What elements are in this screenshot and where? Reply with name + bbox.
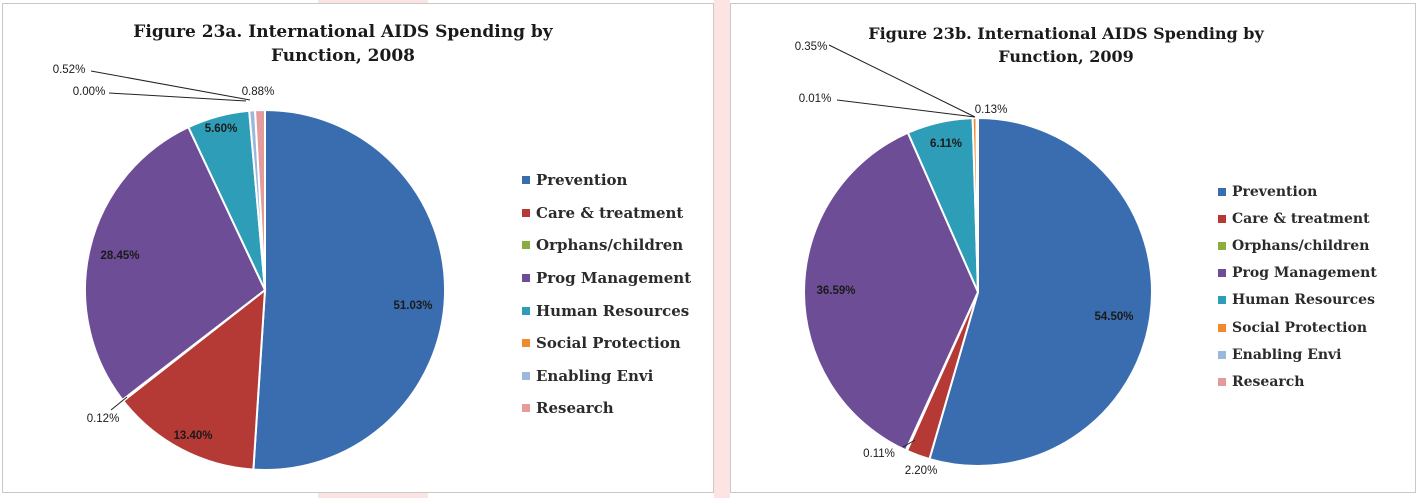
pie-slice-research: [253, 108, 266, 291]
legend-swatch: [1218, 187, 1226, 196]
data-label-orphans-children: 0.11%: [863, 448, 895, 460]
data-label-enabling-envi: 0.52%: [53, 64, 86, 76]
legend-item-enabling-envi: Enabling Envi: [522, 360, 691, 393]
legend-item-care-and-treatment: Care & treatment: [522, 197, 691, 230]
legend-item-human-resources: Human Resources: [1218, 287, 1377, 314]
legend-label: Social Protection: [536, 334, 681, 353]
chart-title: Figure 23b. International AIDS Spending …: [826, 22, 1306, 68]
legend-swatch: [1218, 269, 1226, 278]
pie-slice-care-and-treatment: [121, 287, 267, 471]
legend-label: Human Resources: [1232, 292, 1375, 309]
legend-swatch: [1218, 241, 1226, 250]
chart-title: Figure 23a. International AIDS Spending …: [108, 20, 578, 68]
legend-label: Care & treatment: [1232, 210, 1370, 227]
leader-line-social-protection: [828, 44, 976, 118]
legend-item-prevention: Prevention: [1218, 178, 1377, 205]
data-label-care-and-treatment: 2.20%: [905, 465, 938, 477]
legend-item-social-protection: Social Protection: [522, 327, 691, 360]
legend-swatch: [1218, 296, 1226, 305]
legend-item-care-and-treatment: Care & treatment: [1218, 205, 1377, 232]
legend-swatch: [522, 176, 530, 185]
chart-title-line-1: Figure 23a. International AIDS Spending …: [133, 22, 553, 42]
data-label-care-and-treatment: 13.40%: [173, 430, 212, 442]
data-label-prevention: 54.50%: [1094, 311, 1133, 323]
data-label-research: 0.13%: [975, 104, 1008, 116]
pie-slice-prog-management: [803, 131, 980, 452]
chart-title-line-2: Function, 2009: [998, 47, 1134, 66]
legend-swatch: [1218, 350, 1226, 359]
chart-title-line-2: Function, 2008: [270, 46, 415, 66]
legend-label: Prevention: [536, 171, 628, 190]
legend-label: Prog Management: [1232, 265, 1377, 282]
legend-swatch: [522, 241, 530, 250]
page-background-strip-right: [714, 0, 730, 498]
chart-legend-2008: Prevention Care & treatment Orphans/childr…: [522, 164, 691, 425]
chart-legend-2009: Prevention Care & treatment Orphans/childr…: [1218, 178, 1377, 396]
legend-item-social-protection: Social Protection: [1218, 314, 1377, 341]
legend-label: Orphans/children: [1232, 237, 1370, 254]
legend-swatch: [522, 339, 530, 348]
legend-swatch: [522, 306, 530, 315]
pie-chart-2009: 54.50% 2.20% 0.11% 36.59% 6.11% 0.35% 0.01% 0.1…: [795, 41, 1153, 477]
legend-swatch: [522, 208, 530, 217]
legend-swatch: [522, 274, 530, 283]
leader-line-enabling-envi: [836, 99, 976, 118]
legend-label: Human Resources: [536, 301, 690, 320]
leader-line-social-protection: [108, 92, 247, 102]
legend-item-orphans-children: Orphans/children: [522, 229, 691, 262]
data-label-social-protection: 0.35%: [795, 41, 828, 53]
legend-item-research: Research: [522, 392, 691, 425]
pie-slice-research: [975, 116, 979, 293]
data-label-prog-management: 36.59%: [816, 285, 855, 297]
chart-panel-2009: Figure 23b. International AIDS Spending …: [730, 3, 1416, 493]
legend-label: Enabling Envi: [1232, 346, 1342, 363]
legend-item-human-resources: Human Resources: [522, 294, 691, 327]
legend-label: Social Protection: [1232, 319, 1367, 336]
chart-title-line-1: Figure 23b. International AIDS Spending …: [868, 24, 1264, 43]
data-label-social-protection: 0.00%: [73, 86, 106, 98]
leader-line-enabling-envi: [90, 70, 251, 101]
data-label-human-resources: 5.60%: [205, 123, 238, 135]
legend-label: Research: [536, 399, 614, 418]
pie-slice-prevention: [252, 108, 446, 471]
data-label-research: 0.88%: [242, 86, 275, 98]
legend-swatch: [1218, 214, 1226, 223]
data-label-orphans-children: 0.12%: [87, 413, 120, 425]
pie-slice-prevention: [928, 116, 1153, 467]
data-label-prog-management: 28.45%: [100, 250, 139, 262]
legend-item-orphans-children: Orphans/children: [1218, 232, 1377, 259]
legend-item-prevention: Prevention: [522, 164, 691, 197]
legend-swatch: [1218, 377, 1226, 386]
pie-chart-2008: 51.03% 13.40% 0.12% 28.45% 5.60% 0.00% 0.52% 0.…: [53, 64, 446, 471]
legend-label: Care & treatment: [536, 203, 684, 222]
legend-swatch: [522, 371, 530, 380]
leader-line-orphans-children: [110, 396, 128, 411]
data-label-enabling-envi: 0.01%: [799, 93, 832, 105]
legend-swatch: [1218, 323, 1226, 332]
leader-line-orphans-children: [902, 439, 916, 448]
chart-panel-2008: Figure 23a. International AIDS Spending …: [2, 3, 714, 493]
legend-item-enabling-envi: Enabling Envi: [1218, 341, 1377, 368]
legend-label: Enabling Envi: [536, 366, 654, 385]
legend-item-prog-management: Prog Management: [1218, 260, 1377, 287]
legend-label: Prevention: [1232, 183, 1318, 200]
legend-label: Orphans/children: [536, 236, 684, 255]
data-label-prevention: 51.03%: [393, 300, 432, 312]
legend-swatch: [522, 404, 530, 413]
data-label-human-resources: 6.11%: [930, 138, 962, 150]
legend-item-prog-management: Prog Management: [522, 262, 691, 295]
legend-item-research: Research: [1218, 368, 1377, 395]
legend-label: Prog Management: [536, 269, 692, 288]
legend-label: Research: [1232, 373, 1305, 390]
